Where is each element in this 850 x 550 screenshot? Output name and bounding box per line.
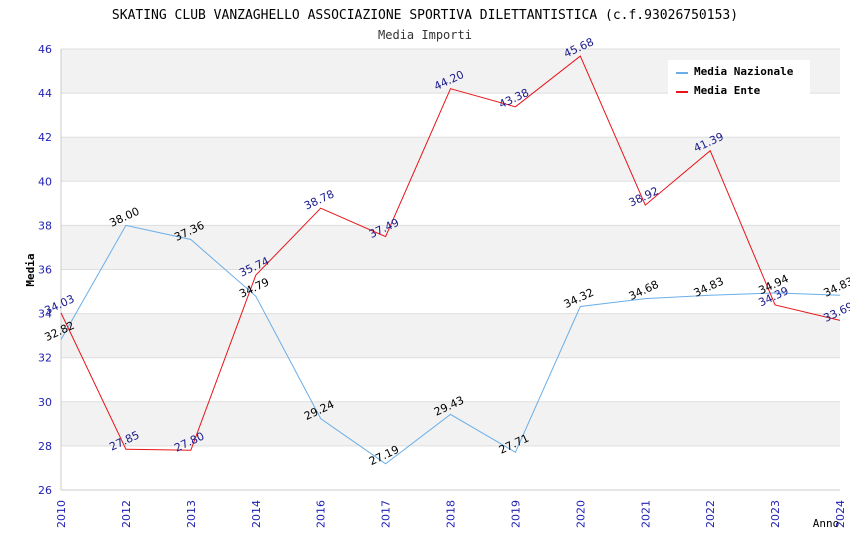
plot-band — [61, 225, 840, 270]
y-tick-label: 44 — [38, 87, 52, 100]
plot-band — [61, 357, 840, 402]
x-tick-label: 2023 — [769, 500, 782, 528]
legend-label-ente: Media Ente — [694, 84, 761, 97]
plot-band — [61, 269, 840, 314]
axes — [60, 49, 840, 491]
x-tick-label: 2012 — [120, 500, 133, 528]
x-tick-labels: 2010 2012 2013 2014 2016 2017 2018 2019 2020 2021… — [55, 500, 847, 528]
legend-box — [668, 60, 810, 100]
x-tick-label: 2022 — [704, 500, 717, 528]
plot-band — [61, 445, 840, 490]
y-tick-label: 34 — [38, 308, 52, 321]
x-tick-label: 2013 — [185, 500, 198, 528]
y-tick-label: 26 — [38, 484, 52, 497]
x-tick-label: 2024 — [834, 500, 847, 528]
y-tick-label: 36 — [38, 264, 52, 277]
chart-title: SKATING CLUB VANZAGHELLO ASSOCIAZIONE SP… — [112, 8, 738, 23]
y-tick-label: 46 — [38, 43, 52, 56]
series-lines — [60, 55, 841, 465]
series-line-ente — [60, 55, 841, 451]
y-tick-label: 40 — [38, 175, 52, 188]
y-tick-labels: 26 28 30 32 34 36 38 40 42 44 46 — [38, 43, 52, 497]
x-tick-label: 2017 — [380, 500, 393, 528]
chart-subtitle: Media Importi — [378, 28, 472, 42]
x-axis-label: Anno — [813, 517, 840, 530]
y-tick-label: 28 — [38, 440, 52, 453]
y-tick-label: 32 — [38, 352, 52, 365]
x-tick-label: 2016 — [315, 500, 328, 528]
x-tick-label: 2021 — [639, 500, 652, 528]
plot-band — [61, 181, 840, 226]
y-tick-label: 38 — [38, 219, 52, 232]
plot-band — [61, 313, 840, 358]
plot-band — [61, 93, 840, 138]
x-tick-label: 2010 — [55, 500, 68, 528]
y-tick-label: 42 — [38, 131, 52, 144]
x-tick-label: 2018 — [445, 500, 458, 528]
y-tick-label: 30 — [38, 396, 52, 409]
x-tick-label: 2020 — [574, 500, 587, 528]
legend-label-nazionale: Media Nazionale — [694, 65, 794, 78]
series-line-nazionale — [60, 224, 841, 465]
plot-band — [61, 137, 840, 182]
x-tick-label: 2019 — [509, 500, 522, 528]
plot-bands — [61, 49, 840, 490]
plot-band — [61, 401, 840, 446]
y-axis-label: Media — [24, 253, 37, 286]
legend: Media Nazionale Media Ente — [668, 60, 810, 100]
x-tick-label: 2014 — [250, 500, 263, 528]
